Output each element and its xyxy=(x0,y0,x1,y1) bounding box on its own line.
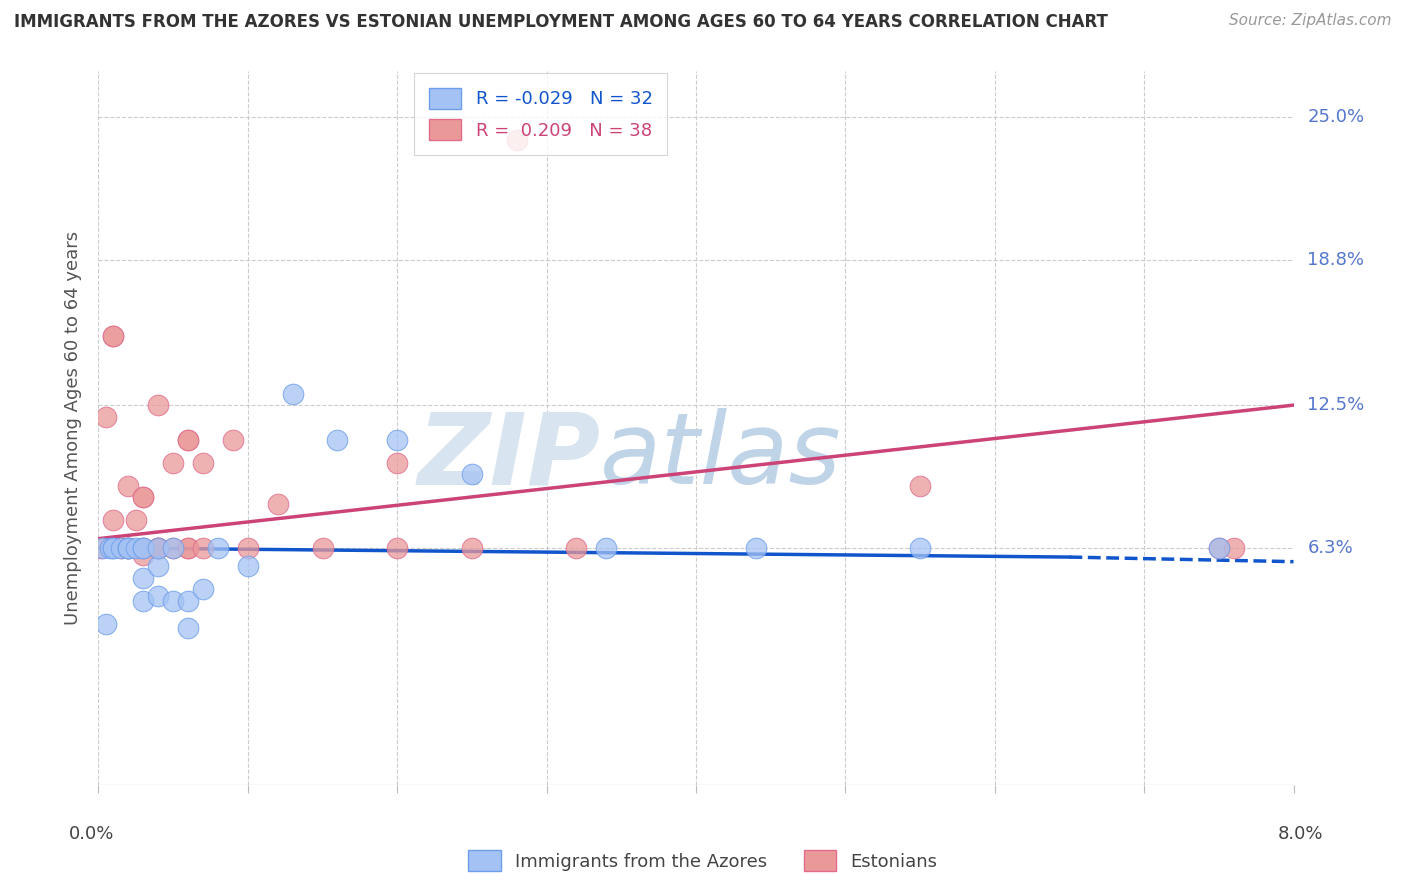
Text: 8.0%: 8.0% xyxy=(1278,825,1323,843)
Point xyxy=(506,133,529,147)
Point xyxy=(117,541,139,555)
Point xyxy=(236,559,259,574)
Point xyxy=(91,541,114,555)
Point xyxy=(207,541,229,555)
Point xyxy=(132,541,155,555)
Point xyxy=(132,541,155,555)
Point xyxy=(461,541,484,555)
Point xyxy=(385,456,409,470)
Point xyxy=(94,616,117,631)
Point xyxy=(132,594,155,608)
Text: IMMIGRANTS FROM THE AZORES VS ESTONIAN UNEMPLOYMENT AMONG AGES 60 TO 64 YEARS CO: IMMIGRANTS FROM THE AZORES VS ESTONIAN U… xyxy=(14,13,1108,31)
Text: 12.5%: 12.5% xyxy=(1308,396,1365,414)
Text: 18.8%: 18.8% xyxy=(1308,252,1364,269)
Text: atlas: atlas xyxy=(600,409,842,505)
Point xyxy=(311,541,333,555)
Point xyxy=(132,541,155,555)
Point xyxy=(117,541,139,555)
Point xyxy=(148,541,170,555)
Point xyxy=(191,456,214,470)
Point xyxy=(1223,541,1246,555)
Point xyxy=(132,548,155,562)
Point xyxy=(125,513,148,527)
Legend: R = -0.029   N = 32, R =  0.209   N = 38: R = -0.029 N = 32, R = 0.209 N = 38 xyxy=(415,73,666,154)
Point xyxy=(103,541,125,555)
Point xyxy=(236,541,259,555)
Point xyxy=(281,386,304,401)
Point xyxy=(132,490,155,504)
Point xyxy=(94,409,117,424)
Point xyxy=(90,541,112,555)
Text: 6.3%: 6.3% xyxy=(1308,539,1353,557)
Point xyxy=(162,594,184,608)
Point xyxy=(162,541,184,555)
Point xyxy=(177,541,200,555)
Y-axis label: Unemployment Among Ages 60 to 64 years: Unemployment Among Ages 60 to 64 years xyxy=(63,231,82,625)
Point xyxy=(162,456,184,470)
Point xyxy=(110,541,132,555)
Point xyxy=(117,541,139,555)
Legend: Immigrants from the Azores, Estonians: Immigrants from the Azores, Estonians xyxy=(461,843,945,879)
Point xyxy=(132,571,155,585)
Point xyxy=(595,541,617,555)
Point xyxy=(191,582,214,597)
Point xyxy=(177,433,200,447)
Point xyxy=(385,541,409,555)
Point xyxy=(117,541,139,555)
Point xyxy=(148,589,170,603)
Point xyxy=(267,497,290,511)
Point xyxy=(745,541,768,555)
Text: 25.0%: 25.0% xyxy=(1308,109,1365,127)
Point xyxy=(222,433,245,447)
Point xyxy=(1208,541,1230,555)
Point xyxy=(326,433,349,447)
Text: ZIP: ZIP xyxy=(418,409,600,505)
Point xyxy=(117,479,139,493)
Point xyxy=(148,398,170,412)
Point xyxy=(125,541,148,555)
Point xyxy=(148,541,170,555)
Point xyxy=(132,490,155,504)
Point xyxy=(117,541,139,555)
Point xyxy=(98,541,122,555)
Point xyxy=(1208,541,1230,555)
Point xyxy=(177,622,200,636)
Point xyxy=(162,541,184,555)
Text: Source: ZipAtlas.com: Source: ZipAtlas.com xyxy=(1229,13,1392,29)
Point xyxy=(103,541,125,555)
Point xyxy=(565,541,588,555)
Point xyxy=(385,433,409,447)
Point xyxy=(103,513,125,527)
Point xyxy=(103,329,125,343)
Text: 0.0%: 0.0% xyxy=(69,825,114,843)
Point xyxy=(148,559,170,574)
Point xyxy=(148,541,170,555)
Point xyxy=(177,541,200,555)
Point xyxy=(191,541,214,555)
Point xyxy=(177,433,200,447)
Point xyxy=(908,541,931,555)
Point xyxy=(148,541,170,555)
Point xyxy=(908,479,931,493)
Point xyxy=(103,329,125,343)
Point xyxy=(177,594,200,608)
Point xyxy=(461,467,484,482)
Point xyxy=(110,541,132,555)
